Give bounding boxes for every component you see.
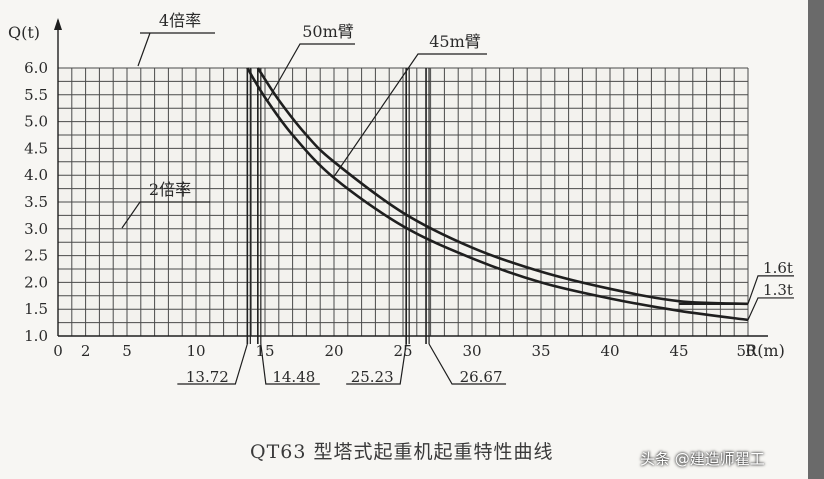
y-tick-label: 6.0 <box>24 59 48 77</box>
rate-2x-leader <box>121 201 210 229</box>
y-axis-label: Q(t) <box>8 23 40 42</box>
x-tick-label: 45 <box>669 342 688 360</box>
x-tick-label: 0 <box>53 342 63 360</box>
arm-45m-leader <box>332 53 487 179</box>
y-tick-label: 1.5 <box>24 300 48 318</box>
marker-label: 26.67 <box>460 368 503 386</box>
x-axis-label: R(m) <box>745 341 785 360</box>
end-45m-label: 1.6t <box>763 259 793 277</box>
y-tick-label: 3.0 <box>24 220 48 238</box>
x-tick-label: 15 <box>255 342 274 360</box>
y-tick-label: 5.5 <box>24 86 48 104</box>
y-tick-label: 3.5 <box>24 193 48 211</box>
y-tick-label: 2.0 <box>24 273 48 291</box>
arm-50m-leader <box>267 43 355 101</box>
window-frame-edge <box>808 0 824 479</box>
watermark-text: 头条 @建造师瞿工 <box>640 450 765 468</box>
marker-label: 14.48 <box>272 368 315 386</box>
rate-4x-leader <box>137 32 215 67</box>
arm-45m-label: 45m臂 <box>429 32 481 51</box>
x-tick-label: 50 <box>736 342 755 360</box>
marker-leader <box>177 343 248 385</box>
marker-leader <box>428 343 507 385</box>
end-50m-label: 1.3t <box>763 281 793 299</box>
curve-45m-arm <box>256 67 749 306</box>
y-tick-label: 1.0 <box>24 327 48 345</box>
rate-4x-label: 4倍率 <box>159 11 201 30</box>
marker-label: 25.23 <box>351 368 394 386</box>
arm-50m-label: 50m臂 <box>302 22 354 41</box>
x-tick-label: 10 <box>186 342 205 360</box>
y-tick-label: 2.5 <box>24 247 48 265</box>
y-axis-arrow <box>54 18 62 30</box>
marker-label: 13.72 <box>186 368 229 386</box>
marker-leader <box>346 343 407 385</box>
x-tick-label: 20 <box>324 342 343 360</box>
y-tick-label: 4.0 <box>24 166 48 184</box>
rate-2x-label: 2倍率 <box>149 180 191 199</box>
end-45m-leader <box>747 275 794 305</box>
x-tick-label: 30 <box>462 342 481 360</box>
marker-leader <box>260 343 320 385</box>
curve-50m-arm <box>246 67 749 322</box>
chart-caption: QT63 型塔式起重机起重特性曲线 <box>250 441 554 463</box>
x-tick-label: 5 <box>122 342 132 360</box>
y-tick-label: 4.5 <box>24 139 48 157</box>
x-tick-label: 40 <box>600 342 619 360</box>
x-tick-label: 35 <box>531 342 550 360</box>
x-tick-label: 25 <box>393 342 412 360</box>
x-tick-label: 2 <box>81 342 91 360</box>
y-tick-label: 5.0 <box>24 113 48 131</box>
end-50m-leader <box>747 297 794 321</box>
